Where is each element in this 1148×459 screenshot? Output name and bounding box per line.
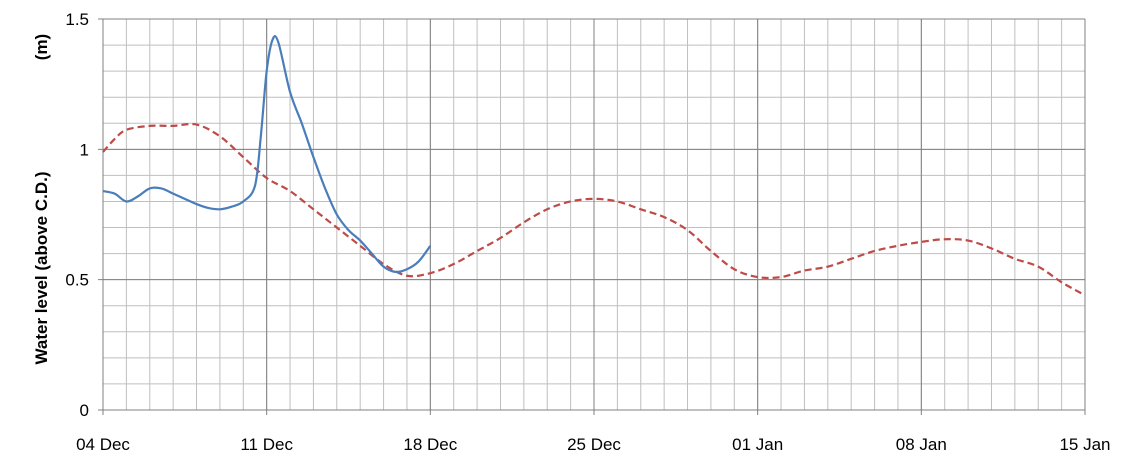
y-tick-label: 1.5 (65, 10, 89, 29)
x-tick-label: 18 Dec (403, 435, 457, 454)
y-tick-label: 0.5 (65, 271, 89, 290)
series-layer (102, 35, 1086, 297)
x-tick-label: 11 Dec (240, 435, 293, 454)
x-tick-label: 01 Jan (732, 435, 783, 454)
y-axis-unit: (m) (32, 34, 51, 60)
major-gridlines (98, 18, 1086, 415)
x-tick-label: 25 Dec (567, 435, 621, 454)
y-tick-label: 1 (80, 140, 89, 159)
x-tick-label: 04 Dec (76, 435, 130, 454)
y-axis-tick-labels: 0 0.5 1 1.5 (65, 10, 89, 420)
x-tick-label: 15 Jan (1059, 435, 1110, 454)
x-axis-tick-labels: 04 Dec 11 Dec 18 Dec 25 Dec 01 Jan 08 Jan 15 J… (76, 435, 1110, 454)
series-line-solid (102, 35, 432, 274)
x-tick-label: 08 Jan (896, 435, 947, 454)
y-tick-label: 0 (80, 401, 89, 420)
y-axis-label: Water level (above C.D.) (32, 171, 51, 364)
